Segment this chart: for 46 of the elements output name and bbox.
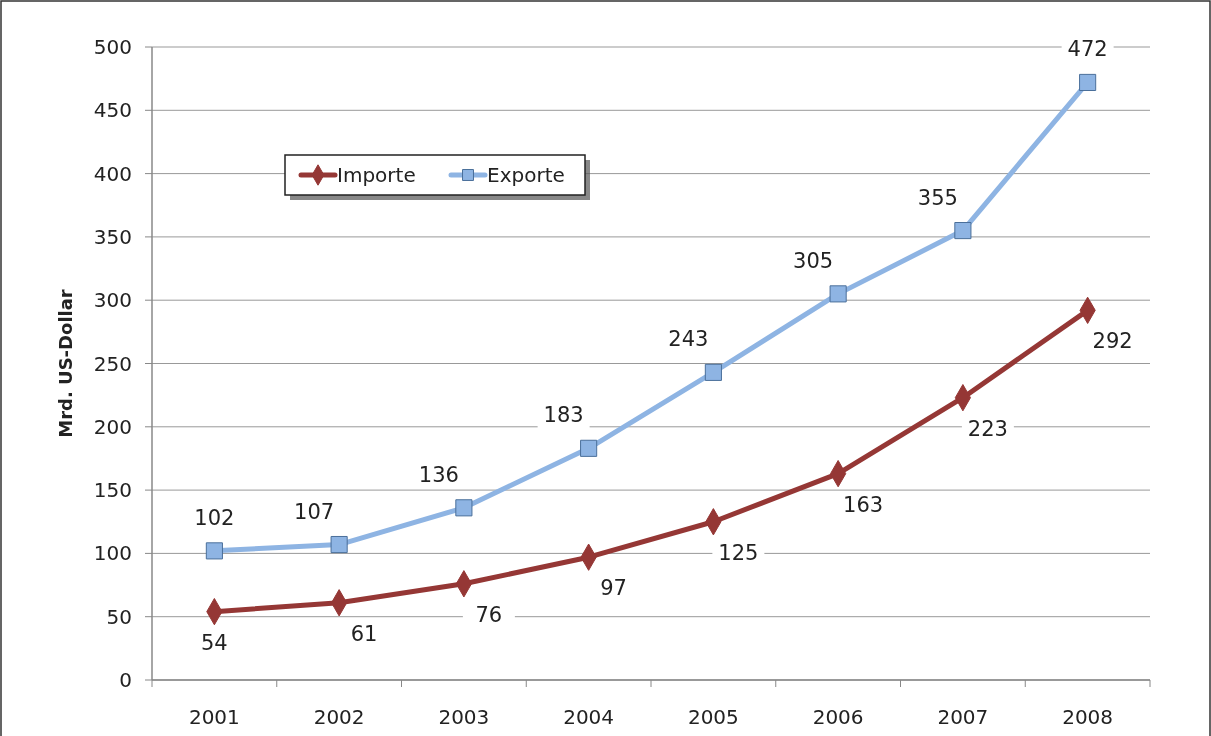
data-label: 183 xyxy=(543,403,584,428)
data-label: 223 xyxy=(967,416,1008,441)
data-label: 243 xyxy=(668,327,709,352)
data-label: 97 xyxy=(600,576,627,601)
point xyxy=(829,285,847,303)
data-label: 76 xyxy=(475,602,503,627)
data-label: 61 xyxy=(350,621,378,646)
x-tick-label: 2008 xyxy=(1062,705,1114,729)
y-tick-label: 350 xyxy=(93,224,132,249)
data-label: 305 xyxy=(793,248,834,273)
point xyxy=(205,542,223,560)
y-tick-label: 150 xyxy=(93,478,132,503)
data-label: 54 xyxy=(201,630,228,655)
point xyxy=(330,535,348,554)
y-axis-title: Mrd. US-Dollar xyxy=(55,289,76,438)
data-label: 125 xyxy=(718,540,759,565)
x-tick-label: 2006 xyxy=(812,705,864,729)
x-tick-label: 2005 xyxy=(687,705,739,729)
data-label: 102 xyxy=(194,505,235,530)
data-label: 163 xyxy=(843,492,884,517)
y-tick-label: 0 xyxy=(119,668,132,692)
point xyxy=(954,222,972,240)
point xyxy=(455,499,473,517)
y-tick-label: 50 xyxy=(106,604,132,629)
y-tick-label: 400 xyxy=(93,161,132,186)
data-label: 355 xyxy=(917,185,958,210)
data-label: 107 xyxy=(294,499,335,524)
data-label: 472 xyxy=(1067,37,1108,62)
x-tick-label: 2003 xyxy=(438,705,490,729)
y-tick-label: 250 xyxy=(93,351,132,376)
data-label: 136 xyxy=(418,462,459,487)
y-tick-label: 100 xyxy=(93,541,132,566)
y-tick-label: 300 xyxy=(93,288,132,313)
legend-label: Exporte xyxy=(487,163,565,187)
point xyxy=(704,363,722,381)
x-tick-label: 2004 xyxy=(563,705,615,729)
data-label: 292 xyxy=(1092,329,1133,354)
y-tick-label: 450 xyxy=(93,98,132,123)
legend-label: Importe xyxy=(337,163,416,187)
x-tick-label: 2007 xyxy=(937,705,989,729)
y-tick-label: 200 xyxy=(93,414,132,439)
y-tick-label: 500 xyxy=(93,35,132,59)
x-tick-label: 2001 xyxy=(188,705,240,729)
point xyxy=(1079,73,1097,92)
x-tick-label: 2002 xyxy=(313,705,365,729)
point xyxy=(580,439,598,457)
